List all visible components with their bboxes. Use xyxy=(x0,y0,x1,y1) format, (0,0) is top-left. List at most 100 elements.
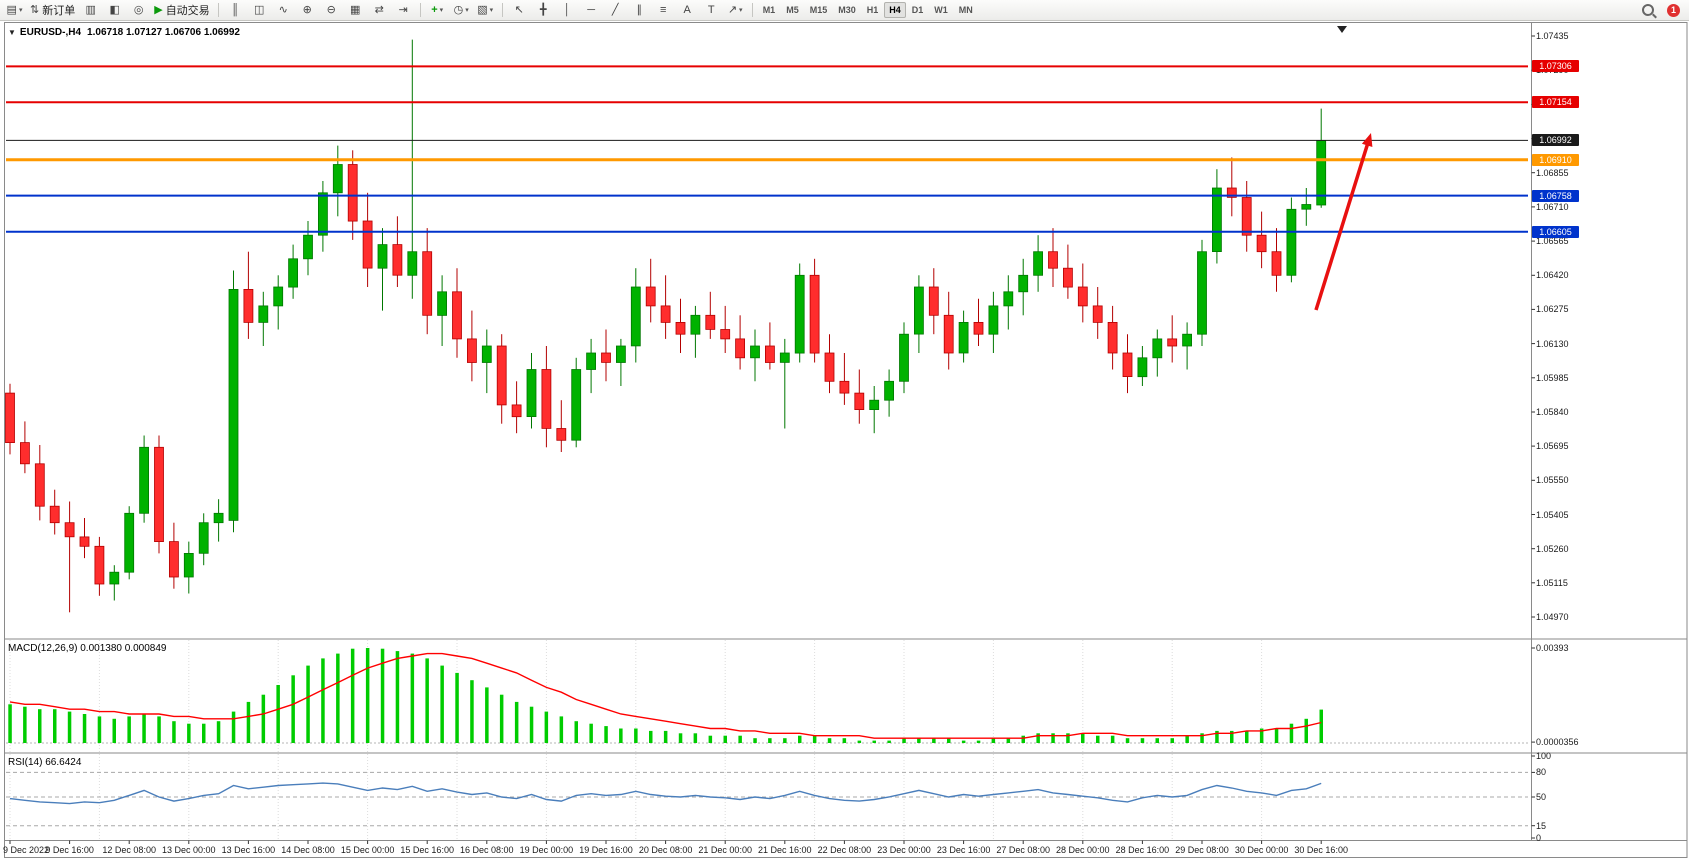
candle-body xyxy=(1212,187,1222,252)
macd-histogram-bar xyxy=(678,733,683,743)
toolbar-market-watch[interactable]: ▥ xyxy=(79,1,102,20)
toolbar-indicators[interactable]: + ▾ xyxy=(426,1,449,20)
annotation-arrow[interactable] xyxy=(1314,133,1373,311)
periods-icon: ◷ xyxy=(453,3,464,16)
toolbar-timeframe-mn[interactable]: MN xyxy=(958,5,973,15)
autotrading-label: 自动交易 xyxy=(165,5,210,17)
candle-body xyxy=(288,258,299,288)
toolbar-periods[interactable]: ◷ ▾ xyxy=(450,1,473,20)
toolbar-tile-windows[interactable]: ▦ xyxy=(344,1,367,20)
toolbar-fibonacci[interactable]: ≡ xyxy=(652,1,675,20)
chart-window-border xyxy=(4,22,1688,858)
caret-down-icon: ▾ xyxy=(465,7,469,14)
toolbar-zoom-in[interactable]: ⊕ xyxy=(296,1,319,20)
macd-histogram-bar xyxy=(738,735,742,743)
toolbar-separator xyxy=(501,3,503,17)
toolbar-templates[interactable]: ▧ ▾ xyxy=(474,1,497,20)
chart-menu-icon[interactable]: ▼ xyxy=(8,28,16,37)
candle-body xyxy=(124,512,135,573)
toolbar-cursor[interactable]: ↖ xyxy=(508,1,531,20)
scroll-to-end-marker[interactable] xyxy=(1337,26,1347,33)
candle-body xyxy=(794,274,805,354)
arrows-icon: ↗ xyxy=(727,3,738,16)
macd-histogram-bar xyxy=(961,740,966,743)
macd-histogram-bar xyxy=(216,721,221,743)
candle-body xyxy=(854,392,865,411)
toolbar-auto-scroll[interactable]: ⇄ xyxy=(368,1,391,20)
toolbar-bar-chart[interactable]: ║ xyxy=(224,1,247,20)
candle-body xyxy=(452,291,462,340)
toolbar-timeframe-m30[interactable]: M30 xyxy=(838,5,856,15)
autotrading-icon: ▶ xyxy=(154,3,163,16)
time-axis[interactable] xyxy=(4,841,1530,858)
macd-histogram-bar xyxy=(783,738,787,743)
macd-histogram-bar xyxy=(127,716,131,743)
toolbar-trendline[interactable]: ╱ xyxy=(604,1,627,20)
toolbar-candlestick-chart[interactable]: ◫ xyxy=(248,1,271,20)
candle-body xyxy=(347,164,358,222)
candle-body xyxy=(973,321,984,335)
macd-histogram-bar xyxy=(365,648,370,743)
toolbar-crosshair[interactable]: ╋ xyxy=(532,1,555,20)
macd-histogram-bar xyxy=(1155,738,1159,743)
toolbar-timeframe-m1[interactable]: M1 xyxy=(762,5,776,15)
toolbar-search-symbols[interactable] xyxy=(1636,1,1659,20)
macd-histogram-bar xyxy=(172,721,176,743)
macd-histogram-bar xyxy=(932,738,936,743)
toolbar-terminal[interactable]: ◎ xyxy=(127,1,150,20)
toolbar-equidistant-channel[interactable]: ∥ xyxy=(628,1,651,20)
macd-indicator-heading: MACD(12,26,9) 0.001380 0.000849 xyxy=(8,643,167,654)
candle-body xyxy=(1003,291,1014,307)
macd-histogram-bar xyxy=(619,728,623,743)
candle-body xyxy=(243,288,254,323)
candle-body xyxy=(571,369,582,441)
toolbar-zoom-out[interactable]: ⊖ xyxy=(320,1,343,20)
toolbar-autotrading[interactable]: ▶ 自动交易 xyxy=(151,1,212,20)
templates-icon: ▧ xyxy=(477,3,488,16)
candle-body xyxy=(735,338,745,359)
macd-histogram-bar xyxy=(336,653,340,743)
toolbar-line-chart[interactable]: ∿ xyxy=(272,1,295,20)
toolbar-timeframe-w1[interactable]: W1 xyxy=(934,5,948,15)
candle-body xyxy=(705,314,716,330)
toolbar-timeframe-m5[interactable]: M5 xyxy=(786,5,799,15)
toolbar-new-order[interactable]: ⇅ 新订单 xyxy=(27,1,78,20)
macd-histogram-bar xyxy=(842,738,847,743)
chart-symbol-heading: ▼ EURUSD-,H4 1.06718 1.07127 1.06706 1.069… xyxy=(8,27,240,38)
caret-down-icon: ▾ xyxy=(489,7,494,14)
macd-histogram-bar xyxy=(693,733,698,743)
toolbar-timeframe-d1[interactable]: D1 xyxy=(911,5,924,15)
price-axis[interactable] xyxy=(1530,22,1689,841)
macd-histogram-bar xyxy=(261,694,266,743)
toolbar-text-label[interactable]: T xyxy=(700,1,723,20)
toolbar-vertical-line[interactable]: │ xyxy=(556,1,579,20)
notifications-badge[interactable]: 1 xyxy=(1667,3,1680,17)
toolbar-separator xyxy=(217,3,219,17)
toolbar-timeframe-m15[interactable]: M15 xyxy=(809,5,828,15)
candle-body xyxy=(1271,251,1282,276)
toolbar-timeframe-h1[interactable]: H1 xyxy=(866,5,879,15)
candle-body xyxy=(481,345,492,363)
toolbar-arrows[interactable]: ↗ ▾ xyxy=(724,1,747,20)
rsi-line xyxy=(9,782,1322,805)
caret-down-icon: ▾ xyxy=(18,7,23,14)
toolbar-new-chart[interactable]: ▤ ▾ xyxy=(3,1,26,20)
toolbar-text[interactable]: A xyxy=(676,1,699,20)
candle-body xyxy=(1226,187,1237,198)
macd-histogram-bar xyxy=(38,709,42,743)
macd-histogram-bar xyxy=(574,721,578,743)
toolbar-chart-shift[interactable]: ⇥ xyxy=(392,1,415,20)
new-order-icon: ⇅ xyxy=(30,3,40,16)
candle-body xyxy=(943,314,954,354)
candle-body xyxy=(139,446,150,514)
candle-body xyxy=(556,428,567,441)
toolbar-navigator[interactable]: ◧ xyxy=(103,1,126,20)
candlestick-chart-icon: ◫ xyxy=(253,3,265,16)
toolbar-horizontal-line[interactable]: ─ xyxy=(580,1,603,20)
candle-body xyxy=(5,392,15,444)
candle-body xyxy=(884,380,894,401)
macd-histogram-bar xyxy=(649,730,653,743)
candle-body xyxy=(1286,208,1297,276)
toolbar-timeframe-h4[interactable]: H4 xyxy=(884,2,906,18)
